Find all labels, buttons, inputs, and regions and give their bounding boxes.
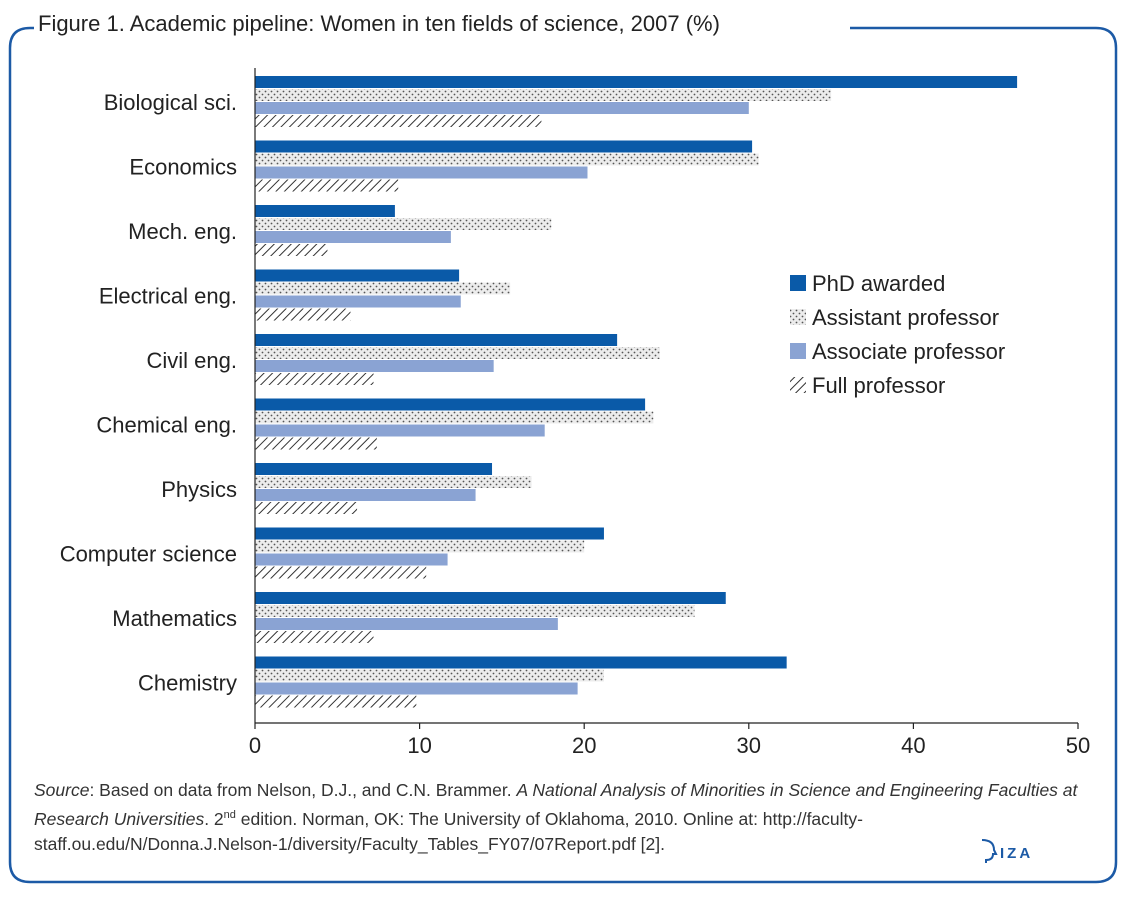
legend-swatch bbox=[790, 343, 806, 359]
bar-associate-professor-chemical-eng- bbox=[255, 424, 545, 437]
category-label: Electrical eng. bbox=[99, 284, 237, 309]
legend-swatch bbox=[790, 275, 806, 291]
bar-assistant-professor-physics bbox=[255, 476, 532, 488]
iza-head-icon bbox=[981, 839, 998, 863]
legend-label: Associate professor bbox=[812, 339, 1005, 364]
source-text-3: edition. Norman, OK: The University of O… bbox=[34, 808, 863, 854]
bar-associate-professor-physics bbox=[255, 489, 476, 501]
bar-phd-awarded-chemical-eng- bbox=[255, 398, 646, 411]
category-label: Physics bbox=[161, 477, 237, 502]
bar-phd-awarded-civil-eng- bbox=[255, 334, 618, 346]
legend-label: Full professor bbox=[812, 373, 945, 398]
category-label: Computer science bbox=[60, 542, 237, 567]
bar-chart: Biological sci. Economics Mech. eng. Electr… bbox=[60, 68, 1090, 758]
category-label: Biological sci. bbox=[104, 90, 237, 115]
source-prefix: Source bbox=[34, 780, 90, 800]
source-superscript: nd bbox=[223, 809, 236, 821]
bar-assistant-professor-biological-sci- bbox=[255, 89, 832, 101]
source-book-title: A National Analysis of Minorities in Sci… bbox=[34, 780, 1078, 829]
source-text-1: : Based on data from Nelson, D.J., and C… bbox=[89, 780, 517, 800]
bar-phd-awarded-physics bbox=[255, 463, 493, 475]
bar-full-professor-electrical-eng- bbox=[255, 308, 351, 321]
bar-associate-professor-mech-eng- bbox=[255, 231, 451, 243]
bar-full-professor-physics bbox=[255, 502, 358, 514]
bar-full-professor-mech-eng- bbox=[255, 244, 328, 256]
category-label: Mathematics bbox=[112, 606, 237, 631]
x-tick-label: 20 bbox=[572, 733, 596, 758]
bar-assistant-professor-chemical-eng- bbox=[255, 411, 654, 424]
source-note: Source: Based on data from Nelson, D.J.,… bbox=[34, 778, 1104, 857]
category-label: Civil eng. bbox=[147, 348, 237, 373]
bar-associate-professor-chemistry bbox=[255, 682, 578, 695]
legend-label: PhD awarded bbox=[812, 271, 945, 296]
bar-associate-professor-electrical-eng- bbox=[255, 295, 461, 308]
bar-phd-awarded-mathematics bbox=[255, 592, 726, 604]
bar-full-professor-chemical-eng- bbox=[255, 437, 377, 450]
x-tick-label: 50 bbox=[1066, 733, 1090, 758]
bar-phd-awarded-biological-sci- bbox=[255, 76, 1018, 88]
category-label: Chemistry bbox=[138, 671, 237, 696]
bar-assistant-professor-civil-eng- bbox=[255, 347, 660, 359]
figure-title: Figure 1. Academic pipeline: Women in te… bbox=[34, 10, 724, 38]
bars-group bbox=[255, 76, 1018, 708]
category-labels: Biological sci. Economics Mech. eng. Electr… bbox=[60, 90, 237, 696]
x-tick-label: 40 bbox=[901, 733, 925, 758]
bar-assistant-professor-mech-eng- bbox=[255, 218, 552, 230]
bar-phd-awarded-mech-eng- bbox=[255, 205, 395, 217]
bar-full-professor-biological-sci- bbox=[255, 115, 542, 127]
bar-full-professor-computer-science bbox=[255, 566, 427, 579]
bar-full-professor-civil-eng- bbox=[255, 373, 374, 385]
category-label: Mech. eng. bbox=[128, 219, 237, 244]
bar-full-professor-mathematics bbox=[255, 631, 374, 643]
legend: PhD awarded Assistant professor Associate … bbox=[790, 271, 1005, 398]
iza-logo: IZA bbox=[1000, 845, 1034, 862]
bar-assistant-professor-chemistry bbox=[255, 669, 604, 682]
bar-assistant-professor-electrical-eng- bbox=[255, 282, 511, 295]
legend-swatch bbox=[790, 309, 806, 325]
legend-label: Assistant professor bbox=[812, 305, 999, 330]
bar-associate-professor-computer-science bbox=[255, 553, 448, 566]
legend-swatch bbox=[790, 377, 806, 393]
x-tick-label: 30 bbox=[737, 733, 761, 758]
source-text-2: . 2 bbox=[204, 808, 224, 829]
bar-associate-professor-economics bbox=[255, 166, 588, 179]
bar-phd-awarded-economics bbox=[255, 140, 753, 153]
bar-phd-awarded-computer-science bbox=[255, 527, 604, 540]
bar-associate-professor-civil-eng- bbox=[255, 360, 494, 372]
bar-phd-awarded-electrical-eng- bbox=[255, 269, 460, 282]
x-axis: 0 10 20 30 40 50 bbox=[249, 68, 1090, 758]
bar-assistant-professor-economics bbox=[255, 153, 759, 166]
bar-associate-professor-mathematics bbox=[255, 618, 558, 630]
bar-assistant-professor-computer-science bbox=[255, 540, 585, 553]
x-tick-label: 0 bbox=[249, 733, 261, 758]
category-label: Economics bbox=[129, 155, 237, 180]
bar-phd-awarded-chemistry bbox=[255, 656, 787, 669]
category-label: Chemical eng. bbox=[96, 413, 237, 438]
bar-associate-professor-biological-sci- bbox=[255, 102, 749, 114]
bar-assistant-professor-mathematics bbox=[255, 605, 695, 617]
x-tick-label: 10 bbox=[407, 733, 431, 758]
bar-full-professor-economics bbox=[255, 179, 399, 192]
bar-full-professor-chemistry bbox=[255, 695, 417, 708]
